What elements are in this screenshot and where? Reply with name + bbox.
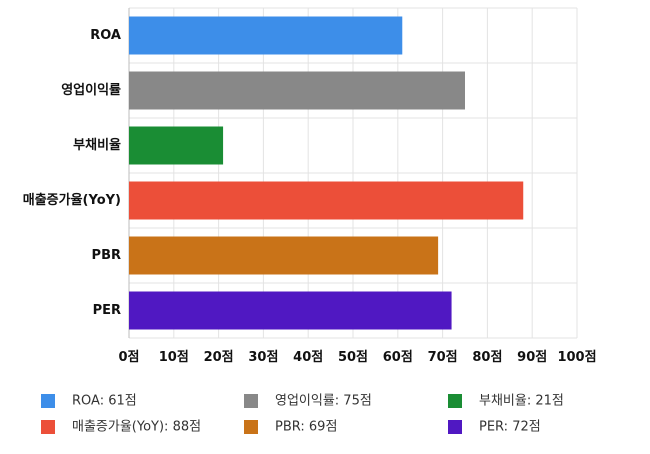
bar bbox=[129, 71, 465, 110]
legend-swatch bbox=[244, 420, 258, 434]
x-tick-label: 90점 bbox=[517, 350, 547, 365]
x-tick-label: 50점 bbox=[338, 350, 368, 365]
bar bbox=[129, 16, 403, 55]
grid bbox=[128, 7, 578, 339]
x-tick-label: 30점 bbox=[248, 350, 278, 365]
category-label: 영업이익률 bbox=[61, 82, 121, 98]
legend-label: 매출증가율(YoY): 88점 bbox=[72, 420, 201, 435]
category-label: 부채비율 bbox=[73, 137, 121, 153]
legend-swatch bbox=[41, 394, 55, 408]
legend-label: PBR: 69점 bbox=[275, 420, 337, 435]
x-tick-label: 70점 bbox=[428, 350, 458, 365]
category-label: 매출증가율(YoY) bbox=[23, 192, 121, 208]
category-label: PBR bbox=[92, 248, 121, 263]
legend-label: PER: 72점 bbox=[479, 420, 541, 435]
legend-swatch bbox=[448, 394, 462, 408]
legend-label: ROA: 61점 bbox=[72, 394, 137, 409]
legend-swatch bbox=[448, 420, 462, 434]
bars bbox=[129, 16, 524, 330]
legend-label: 부채비율: 21점 bbox=[479, 394, 564, 409]
x-tick-label: 40점 bbox=[293, 350, 323, 365]
bar bbox=[129, 236, 439, 275]
category-label: PER bbox=[93, 303, 121, 318]
x-tick-label: 80점 bbox=[472, 350, 502, 365]
x-tick-label: 100점 bbox=[557, 350, 596, 365]
x-tick-label: 10점 bbox=[159, 350, 189, 365]
category-label: ROA bbox=[90, 28, 121, 43]
x-tick-label: 0점 bbox=[118, 350, 139, 365]
x-tick-label: 60점 bbox=[383, 350, 413, 365]
x-tick-label: 20점 bbox=[204, 350, 234, 365]
legend-swatch bbox=[41, 420, 55, 434]
legend-swatch bbox=[244, 394, 258, 408]
legend-label: 영업이익률: 75점 bbox=[275, 394, 372, 409]
bar bbox=[129, 181, 524, 220]
bar bbox=[129, 291, 452, 330]
x-axis-ticks: 0점 10점 20점 30점 40점 50점 60점 70점 80점 90점 100점 bbox=[118, 350, 596, 365]
bar bbox=[129, 126, 224, 165]
